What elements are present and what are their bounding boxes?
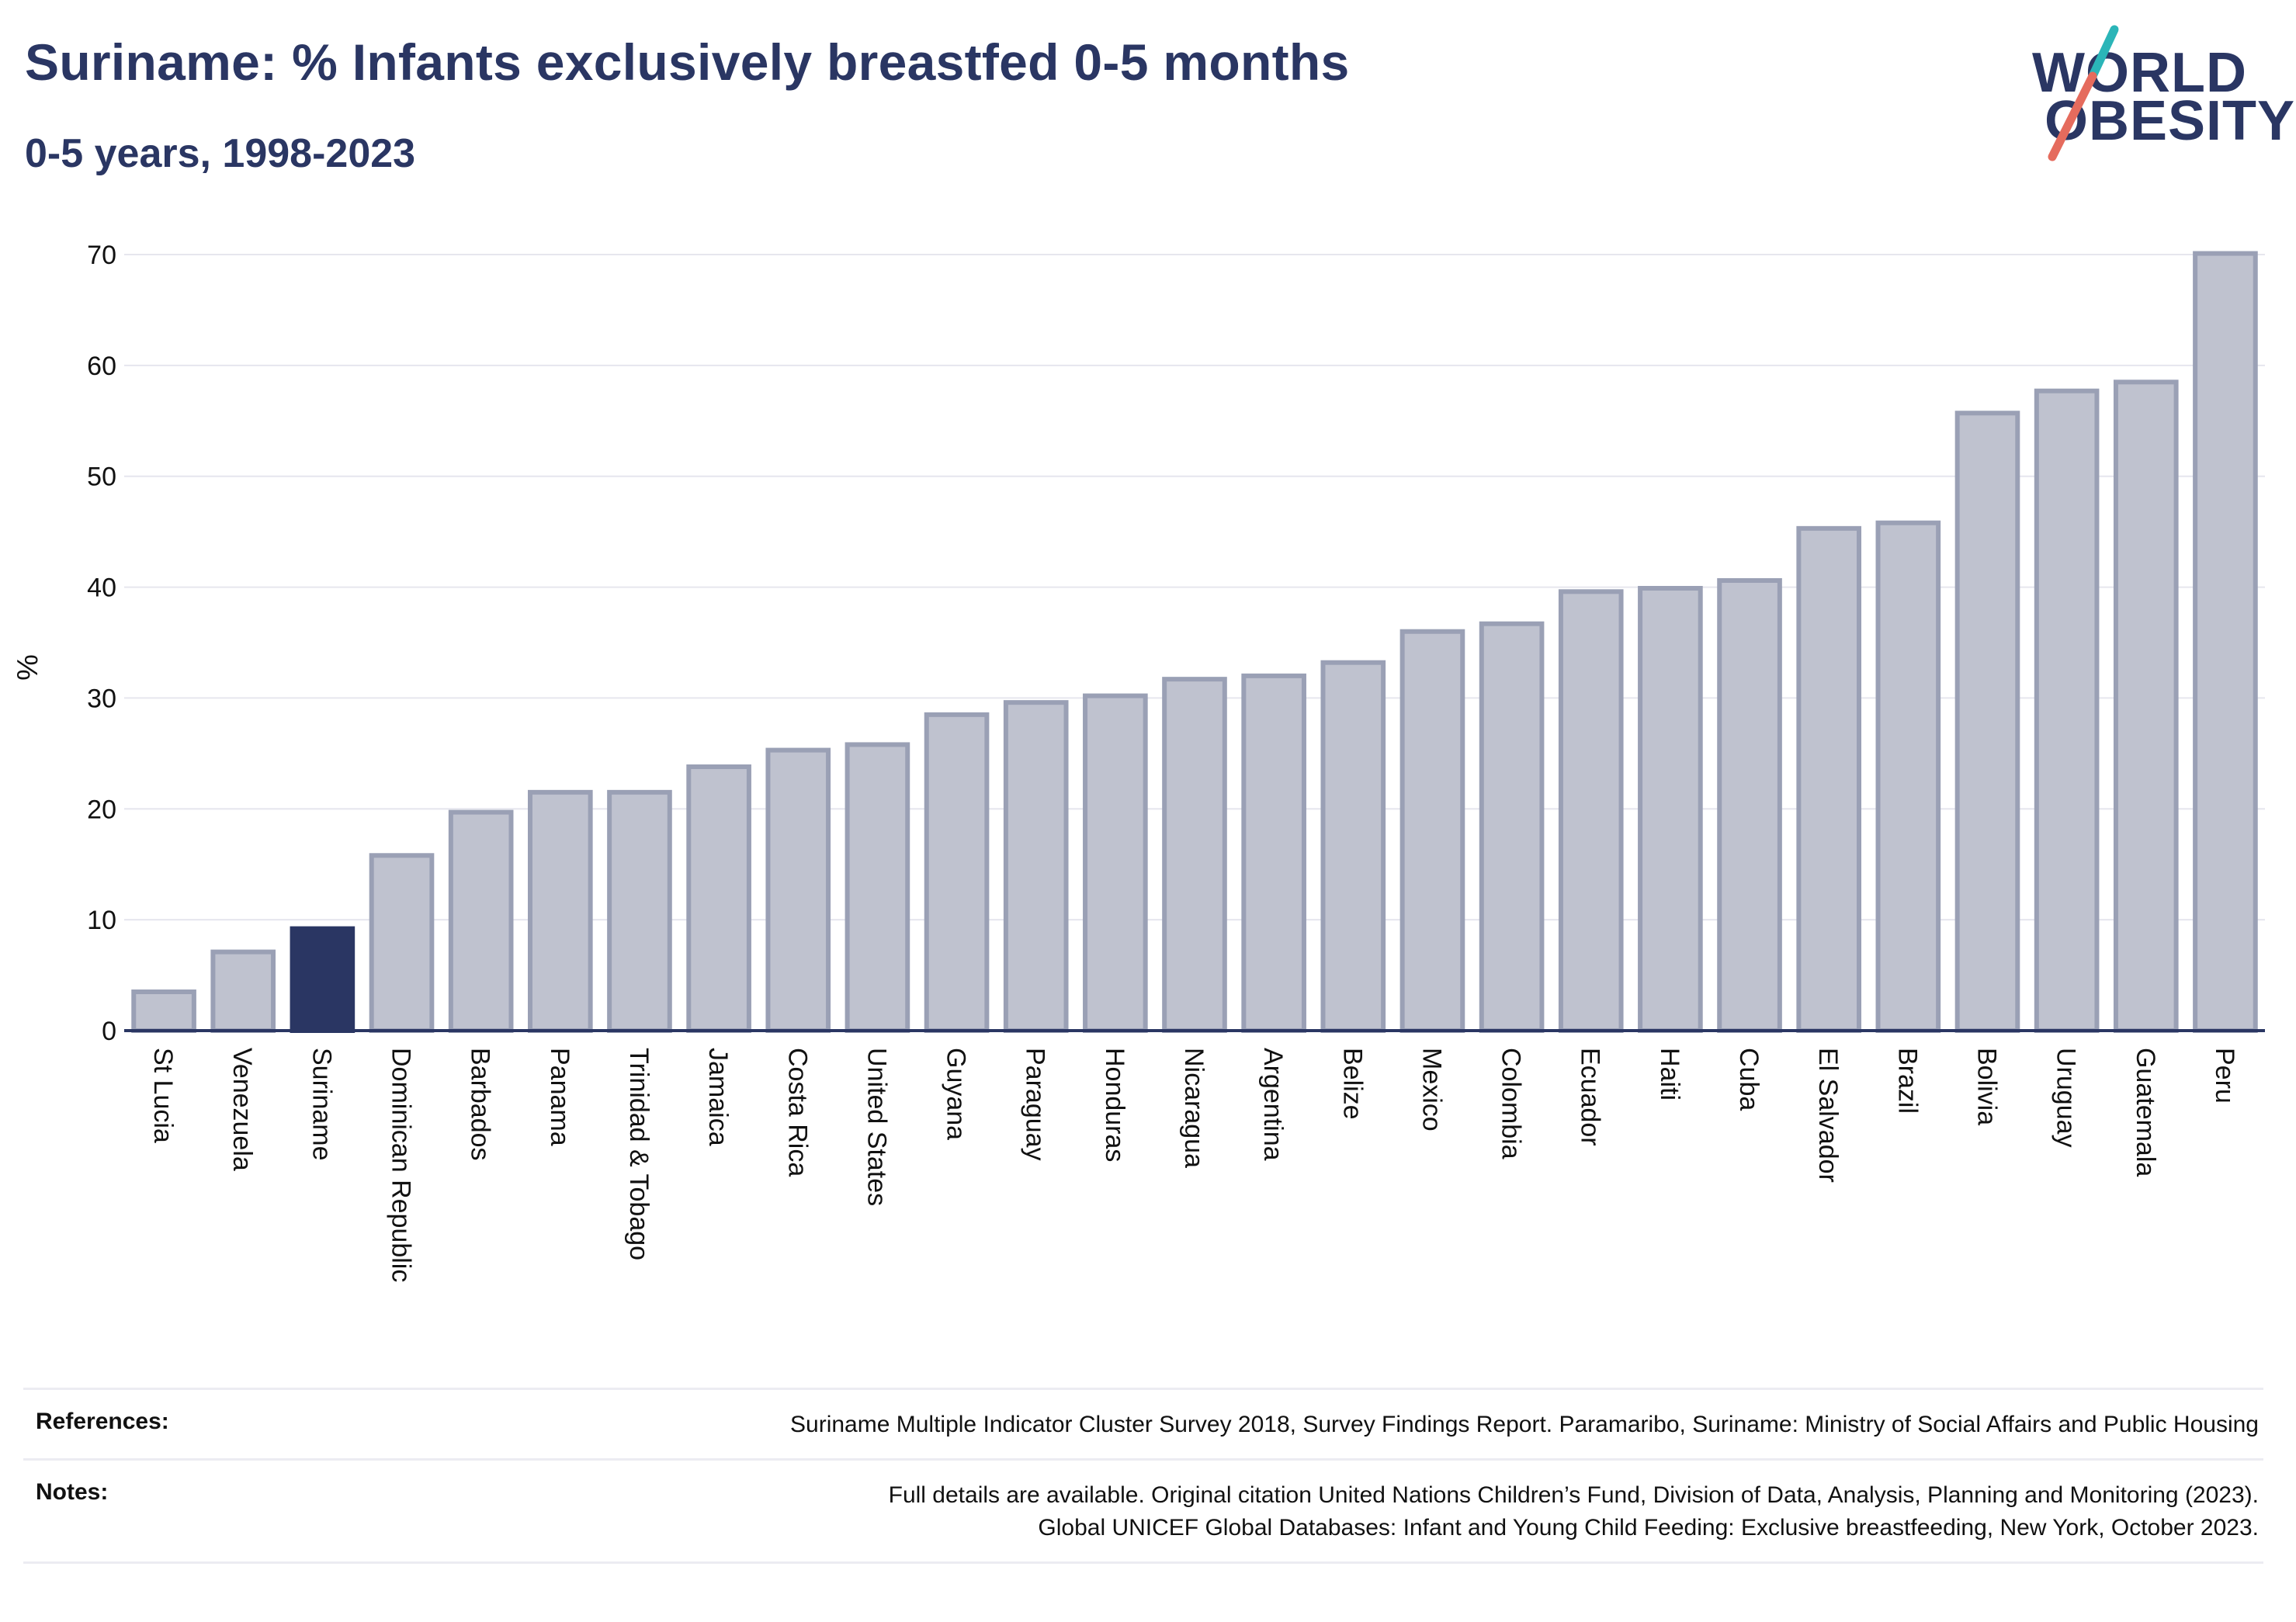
- notes-line-2: Global UNICEF Global Databases: Infant a…: [1038, 1515, 2259, 1541]
- bar-trinidad-tobago: [607, 789, 672, 1033]
- x-tick-label: Jamaica: [703, 1048, 733, 1146]
- bar-ecuador: [1558, 589, 1624, 1033]
- x-tick-label: Venezuela: [227, 1048, 257, 1171]
- notes-line-1: Full details are available. Original cit…: [888, 1482, 2259, 1508]
- y-tick-label: 60: [87, 352, 116, 381]
- y-tick-label: 30: [87, 684, 116, 713]
- x-tick-label: Dominican Republic: [387, 1048, 416, 1282]
- bars: [131, 251, 2258, 1034]
- y-tick-label: 20: [87, 795, 116, 824]
- y-tick-label: 40: [87, 574, 116, 603]
- bar-nicaragua: [1162, 677, 1227, 1034]
- world-obesity-logo: WORLD OBESITY: [2018, 23, 2294, 171]
- x-tick-label: Colombia: [1497, 1048, 1526, 1159]
- bar-haiti: [1638, 586, 1703, 1033]
- y-tick-label: 50: [87, 463, 116, 492]
- x-tick-label: Haiti: [1655, 1048, 1684, 1100]
- x-tick-label: Guatemala: [2131, 1048, 2160, 1177]
- x-tick-label: St Lucia: [148, 1048, 178, 1143]
- references-table: References: Suriname Multiple Indicator …: [23, 1388, 2263, 1564]
- y-axis-title: %: [12, 654, 44, 681]
- chart-subtitle: 0-5 years, 1998-2023: [25, 131, 416, 176]
- x-tick-label: Paraguay: [1021, 1048, 1050, 1161]
- bar-venezuela: [210, 949, 276, 1033]
- x-tick-label: Bolivia: [1972, 1048, 2001, 1125]
- logo-slash-icon: [2048, 25, 2119, 161]
- notes-text: Full details are available. Original cit…: [362, 1479, 2263, 1544]
- bar-guatemala: [2113, 380, 2179, 1033]
- bar-guyana: [924, 712, 990, 1033]
- x-tick-label: Trinidad & Tobago: [624, 1048, 654, 1260]
- x-tick-label: Guyana: [942, 1048, 971, 1140]
- bar-brazil: [1875, 520, 1941, 1033]
- x-tick-label: Honduras: [1100, 1048, 1129, 1162]
- bar-argentina: [1241, 673, 1306, 1033]
- bar-chart: 0 10 20 30 40 50 60 70 St Lucia Venezuela Surinam…: [12, 241, 2265, 1282]
- bar-el-salvador: [1796, 525, 1862, 1033]
- bar-united-states: [845, 742, 910, 1034]
- bar-jamaica: [686, 764, 751, 1033]
- x-tick-label: Barbados: [466, 1048, 495, 1161]
- y-tick-label: 70: [87, 241, 116, 270]
- y-tick-label: 10: [87, 906, 116, 935]
- x-tick-label: Belize: [1337, 1048, 1367, 1120]
- bar-peru: [2193, 251, 2258, 1034]
- bar-suriname: [290, 926, 355, 1033]
- bar-honduras: [1083, 693, 1148, 1033]
- x-tick-label: Panama: [545, 1048, 574, 1146]
- bar-dominican-republic: [369, 853, 435, 1034]
- chart-title: Suriname: % Infants exclusively breastfe…: [25, 33, 1350, 91]
- bar-mexico: [1399, 629, 1465, 1033]
- bar-uruguay: [2034, 388, 2100, 1033]
- x-axis-labels: St Lucia Venezuela Suriname Dominican Repub…: [148, 1048, 2239, 1282]
- references-label: References:: [36, 1409, 169, 1434]
- logo-word-world: WORLD: [2032, 42, 2247, 104]
- x-tick-label: Suriname: [307, 1048, 336, 1161]
- x-tick-label: Nicaragua: [1179, 1048, 1209, 1168]
- x-tick-label: Ecuador: [1576, 1048, 1605, 1146]
- bar-paraguay: [1003, 700, 1069, 1034]
- x-tick-label: El Salvador: [1813, 1048, 1843, 1183]
- bar-panama: [527, 789, 593, 1033]
- bar-barbados: [448, 809, 514, 1033]
- notes-label: Notes:: [36, 1479, 109, 1505]
- y-axis-ticks: 0 10 20 30 40 50 60 70: [87, 241, 116, 1046]
- references-row: References: Suriname Multiple Indicator …: [23, 1388, 2263, 1458]
- x-tick-label: Brazil: [1892, 1048, 1922, 1114]
- x-tick-label: Mexico: [1417, 1048, 1446, 1132]
- bar-colombia: [1479, 621, 1545, 1033]
- x-tick-label: Argentina: [1258, 1048, 1288, 1161]
- bar-bolivia: [1954, 411, 2020, 1033]
- bar-costa-rica: [765, 747, 831, 1033]
- x-tick-label: Uruguay: [2051, 1048, 2081, 1148]
- bar-st-lucia: [131, 989, 196, 1033]
- x-tick-label: Peru: [2210, 1048, 2239, 1104]
- bar-belize: [1320, 660, 1386, 1033]
- references-text: Suriname Multiple Indicator Cluster Surv…: [790, 1412, 2259, 1437]
- notes-row: Notes: Full details are available. Origi…: [23, 1458, 2263, 1564]
- y-tick-label: 0: [102, 1017, 116, 1046]
- x-tick-label: Cuba: [1734, 1048, 1764, 1111]
- logo-word-obesity: OBESITY: [2045, 90, 2296, 152]
- x-tick-label: United States: [862, 1048, 891, 1206]
- x-tick-label: Costa Rica: [782, 1048, 812, 1177]
- bar-cuba: [1717, 578, 1782, 1033]
